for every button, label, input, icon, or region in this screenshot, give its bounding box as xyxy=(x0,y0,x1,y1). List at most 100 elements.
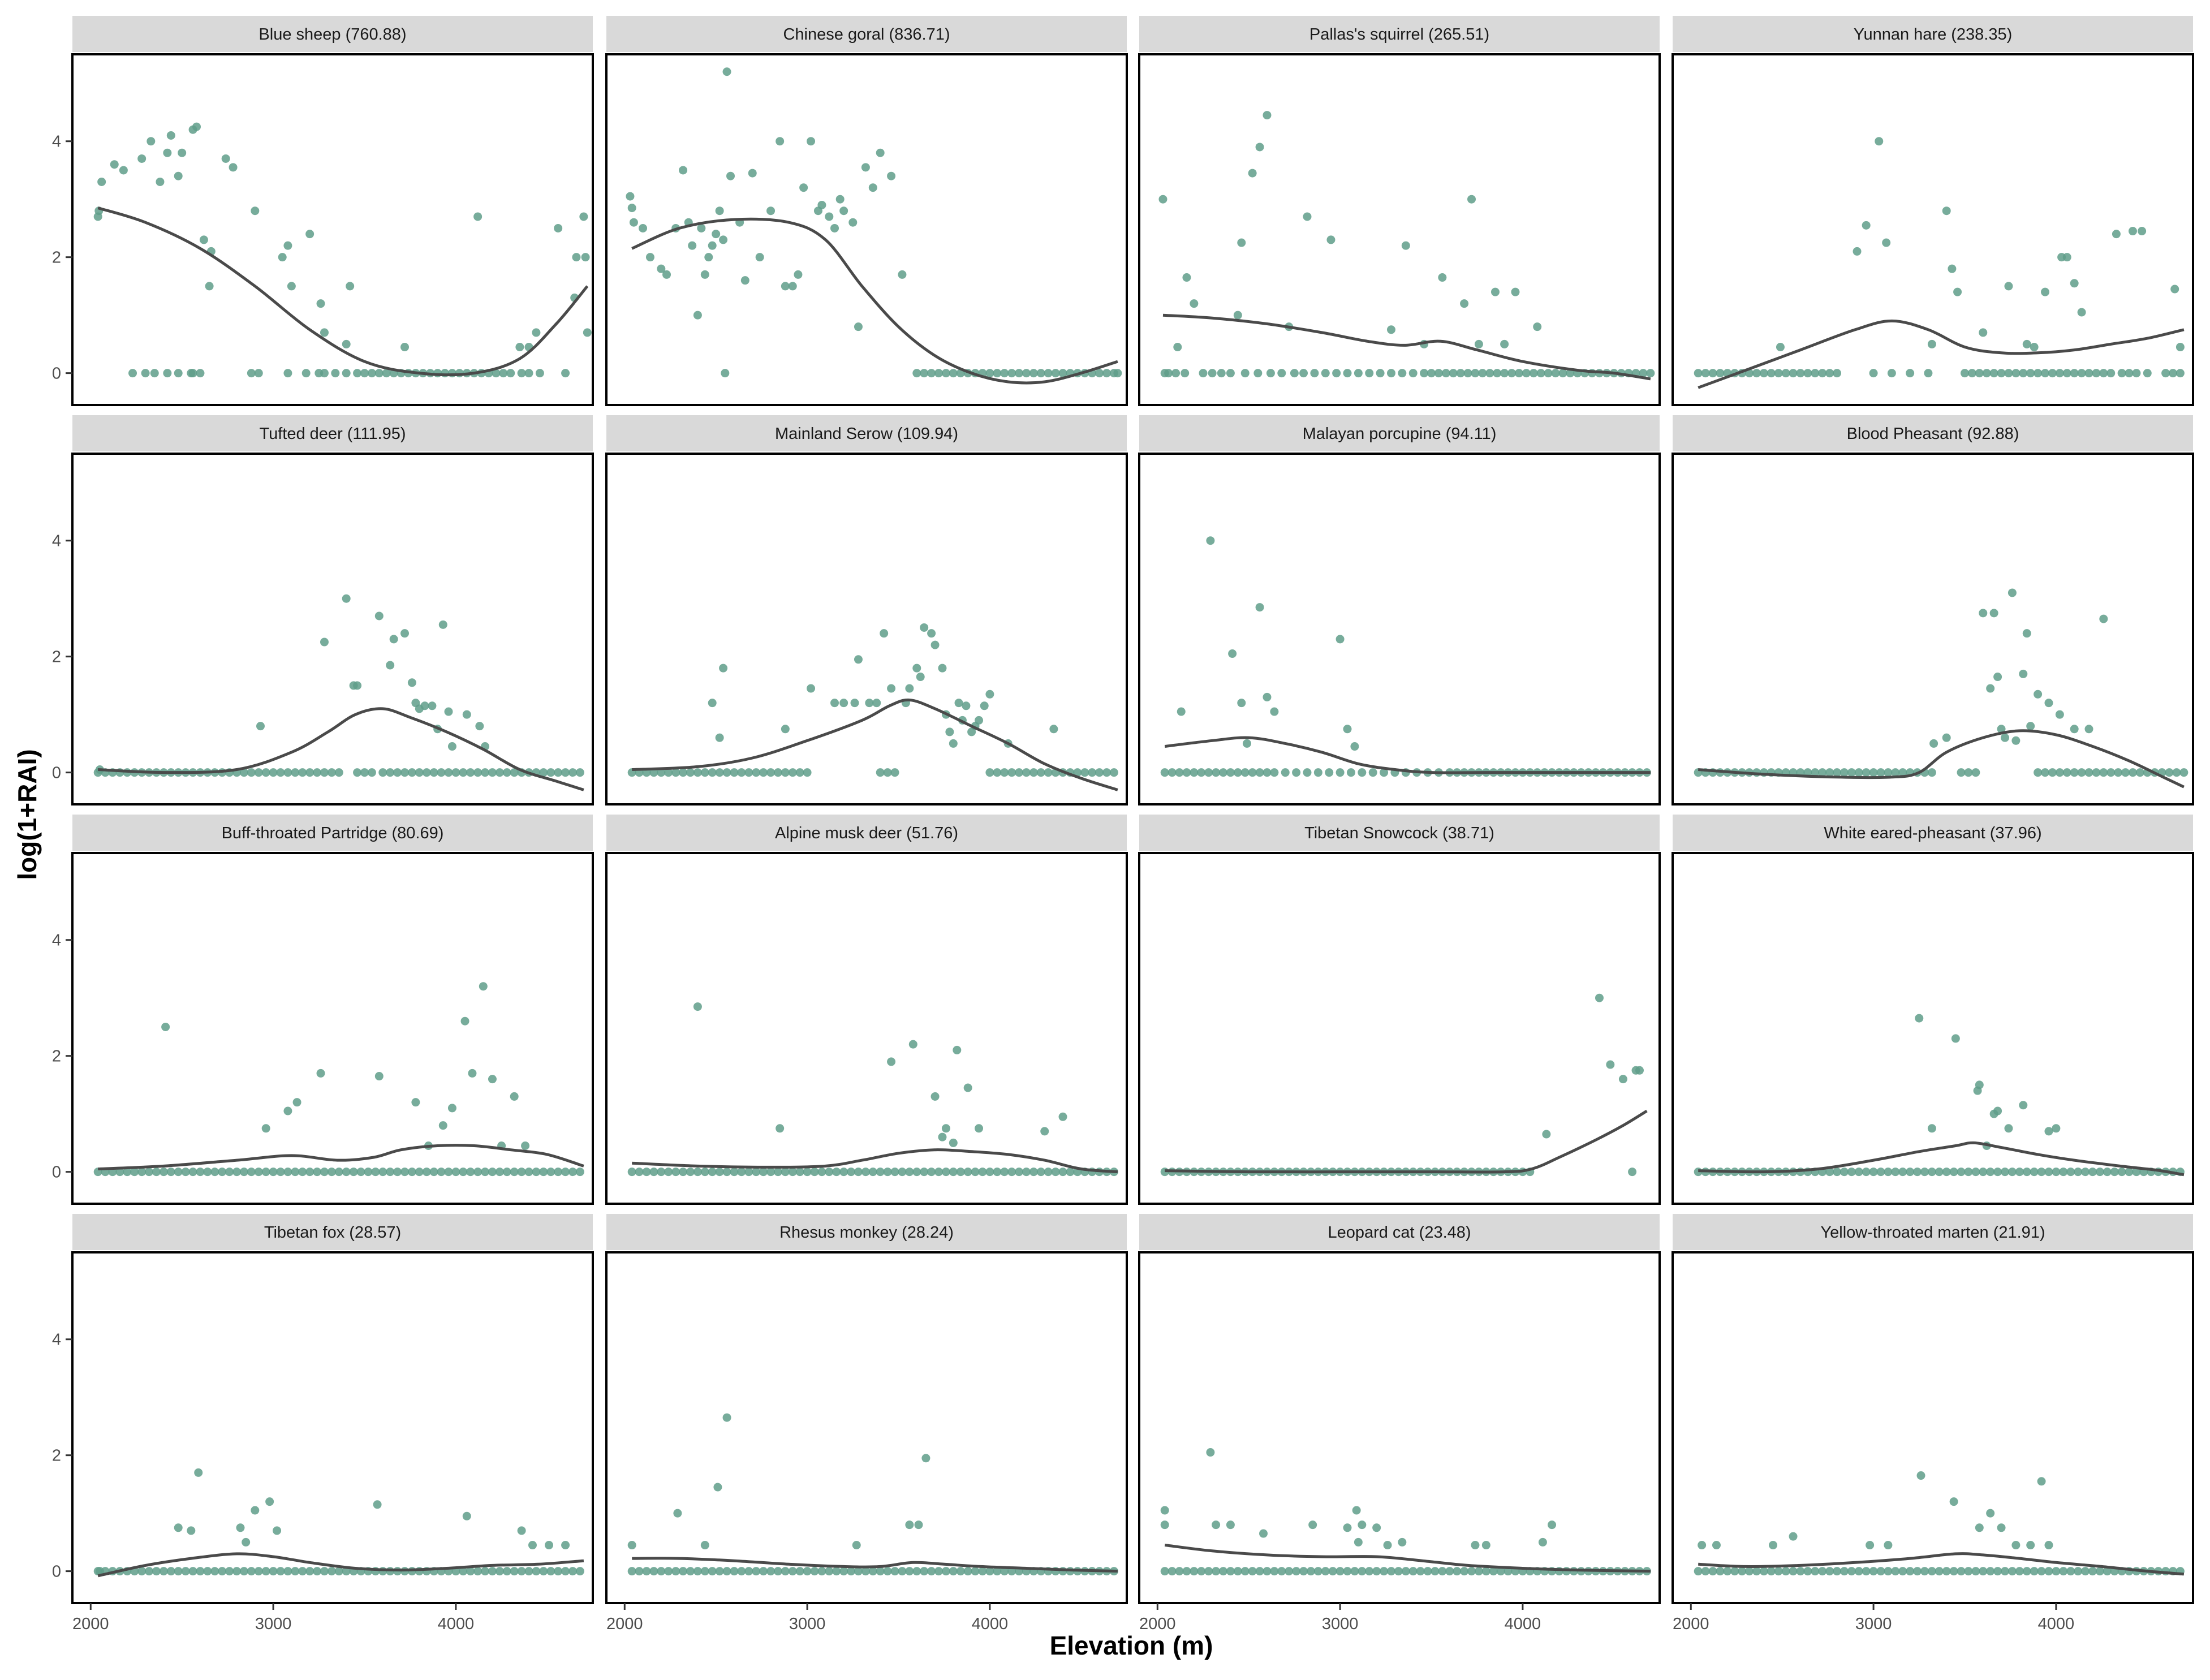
data-point xyxy=(1171,369,1181,378)
data-point xyxy=(2110,1168,2119,1177)
data-point xyxy=(941,1124,950,1133)
data-point xyxy=(1796,369,1805,378)
data-point xyxy=(301,369,311,378)
data-point xyxy=(627,1541,636,1550)
data-point xyxy=(1212,1520,1221,1530)
data-point xyxy=(374,1072,384,1081)
data-point xyxy=(1882,238,1891,247)
data-point xyxy=(1891,1567,1900,1576)
data-point xyxy=(517,369,526,378)
data-point xyxy=(803,1567,812,1576)
data-point xyxy=(239,1168,248,1177)
data-point xyxy=(956,1168,965,1177)
plot-background xyxy=(606,1252,1127,1603)
data-point xyxy=(174,1567,183,1576)
data-point xyxy=(1949,1168,1958,1177)
data-point xyxy=(466,1168,475,1177)
data-point xyxy=(2125,369,2134,378)
data-point xyxy=(192,122,201,131)
data-point xyxy=(174,369,183,378)
data-point xyxy=(810,1567,819,1576)
data-point xyxy=(2044,1567,2053,1576)
data-point xyxy=(1431,1567,1440,1576)
facet-panel: Tibetan Snowcock (38.71) xyxy=(1138,815,1661,1205)
facet-strip xyxy=(1673,1214,2193,1250)
data-point xyxy=(1029,768,1038,777)
facet-strip-label: Chinese goral (836.71) xyxy=(783,25,950,44)
data-point xyxy=(807,684,816,693)
x-tick-label: 3000 xyxy=(1855,1615,1892,1633)
trend-line xyxy=(1164,1544,1651,1573)
facet-panel: Yunnan hare (238.35) xyxy=(1671,16,2194,406)
data-point xyxy=(316,299,325,308)
data-point xyxy=(239,1567,248,1576)
data-point xyxy=(1781,1567,1790,1576)
data-point xyxy=(2062,768,2071,777)
data-point xyxy=(532,1567,541,1576)
panel-border xyxy=(1138,1251,1661,1604)
data-point xyxy=(708,699,717,708)
data-point xyxy=(1197,1567,1206,1576)
facet-strip-label: Rhesus monkey (28.24) xyxy=(779,1224,954,1242)
data-point xyxy=(130,1168,139,1177)
data-point xyxy=(2132,369,2141,378)
data-point xyxy=(2041,768,2050,777)
data-point xyxy=(1511,287,1520,296)
data-point xyxy=(2004,1124,2013,1133)
data-point xyxy=(346,282,355,291)
data-point xyxy=(2099,614,2108,623)
data-point xyxy=(367,369,376,378)
data-point xyxy=(1240,768,1250,777)
data-point xyxy=(627,204,636,213)
data-point xyxy=(1102,369,1111,378)
data-point xyxy=(1884,768,1893,777)
plot-background xyxy=(1139,853,1660,1204)
trend-line xyxy=(1164,736,1651,774)
data-point xyxy=(199,235,208,244)
data-point xyxy=(232,1567,242,1576)
data-point xyxy=(1964,1168,1973,1177)
data-point xyxy=(466,768,475,777)
data-point xyxy=(1869,369,1878,378)
data-point xyxy=(1942,1567,1951,1576)
data-point xyxy=(2077,369,2086,378)
data-point xyxy=(1759,1567,1768,1576)
data-point xyxy=(1803,1567,1812,1576)
data-point xyxy=(713,1483,722,1492)
data-point xyxy=(2106,768,2116,777)
data-point xyxy=(1942,1168,1951,1177)
data-point xyxy=(1716,1567,1725,1576)
data-point xyxy=(1095,768,1104,777)
data-point xyxy=(708,241,717,250)
data-point xyxy=(730,768,739,777)
data-point xyxy=(1989,609,1998,618)
data-point xyxy=(1818,369,1827,378)
data-point xyxy=(1058,369,1067,378)
plot-background xyxy=(1673,454,2193,804)
data-point xyxy=(1833,1168,1842,1177)
data-point xyxy=(848,218,858,227)
data-point xyxy=(1993,1567,2002,1576)
plot-background xyxy=(606,54,1127,405)
data-point xyxy=(320,637,329,647)
data-point xyxy=(850,699,859,708)
data-point xyxy=(759,768,768,777)
facet-strip-label: Blood Pheasant (92.88) xyxy=(1847,425,2019,443)
data-point xyxy=(517,1526,526,1535)
data-point xyxy=(1277,1567,1286,1576)
data-point xyxy=(934,1168,944,1177)
data-point xyxy=(1058,1168,1067,1177)
data-point xyxy=(575,1168,584,1177)
data-point xyxy=(2007,588,2017,597)
data-point xyxy=(1263,1567,1272,1576)
data-point xyxy=(1175,768,1184,777)
data-point xyxy=(704,253,713,262)
data-point xyxy=(2135,768,2144,777)
data-point xyxy=(1529,369,1538,378)
data-point xyxy=(1376,369,1385,378)
data-point xyxy=(737,1168,746,1177)
facet-panel: Blue sheep (760.88) 0 2 4 xyxy=(52,16,594,406)
facet-strip-label: Buff-throated Partridge (80.69) xyxy=(222,824,444,842)
data-point xyxy=(1847,1168,1856,1177)
data-point xyxy=(510,768,519,777)
